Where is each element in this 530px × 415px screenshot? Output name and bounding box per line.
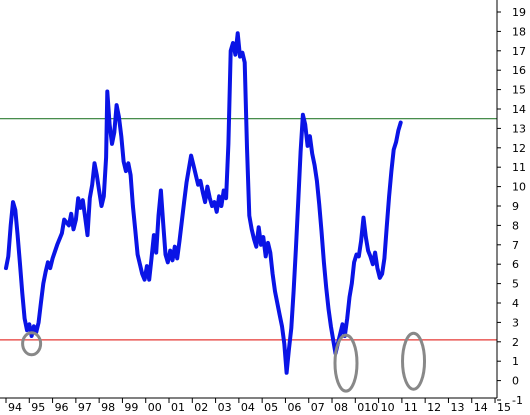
y-tick-label: 7 bbox=[512, 239, 519, 252]
x-tick-label: 02 bbox=[194, 401, 208, 414]
y-tick-label: -1 bbox=[512, 394, 523, 407]
x-tick-label: 04 bbox=[241, 401, 255, 414]
x-tick-label: 10 bbox=[381, 401, 395, 414]
y-tick-label: 5 bbox=[512, 278, 519, 291]
y-tick-label: 12 bbox=[512, 142, 526, 155]
y-tick-label: 3 bbox=[512, 316, 519, 329]
y-tick-label: 8 bbox=[512, 219, 519, 232]
x-tick-label: 14 bbox=[474, 401, 488, 414]
x-tick-label: 15 bbox=[497, 401, 511, 414]
y-tick-label: 16 bbox=[512, 64, 526, 77]
y-tick-label: 17 bbox=[512, 45, 526, 58]
y-tick-label: 11 bbox=[512, 161, 526, 174]
y-tick-label: 6 bbox=[512, 258, 519, 271]
y-tick-label: 13 bbox=[512, 122, 526, 135]
x-tick-label: 05 bbox=[264, 401, 278, 414]
x-tick-label: 98 bbox=[101, 401, 115, 414]
y-tick-label: 10 bbox=[512, 181, 526, 194]
x-tick-label: 06 bbox=[287, 401, 301, 414]
highlight-ellipse-1 bbox=[21, 331, 43, 357]
x-tick-label: 95 bbox=[31, 401, 45, 414]
x-tick-label: 010 bbox=[357, 401, 378, 414]
y-tick-label: 18 bbox=[512, 25, 526, 38]
x-tick-label: 01 bbox=[171, 401, 185, 414]
x-tick-label: 99 bbox=[124, 401, 138, 414]
x-tick-label: 96 bbox=[55, 401, 69, 414]
x-tick-label: 08 bbox=[334, 401, 348, 414]
x-tick-label: 94 bbox=[8, 401, 22, 414]
series-line-1 bbox=[4, 31, 403, 375]
y-tick-label: 4 bbox=[512, 297, 519, 310]
highlight-ellipse-2 bbox=[333, 333, 359, 393]
x-tick-label: 12 bbox=[427, 401, 441, 414]
x-tick-label: 00 bbox=[148, 401, 162, 414]
x-tick-label: 13 bbox=[450, 401, 464, 414]
y-tick-label: 2 bbox=[512, 336, 519, 349]
x-tick-label: 97 bbox=[78, 401, 92, 414]
highlight-ellipse-3 bbox=[401, 331, 427, 391]
y-tick-label: 0 bbox=[512, 375, 519, 388]
highlight-ellipses bbox=[21, 331, 427, 393]
y-tick-label: 15 bbox=[512, 84, 526, 97]
y-tick-label: 1 bbox=[512, 355, 519, 368]
series-layer bbox=[4, 31, 403, 375]
x-tick-label: 07 bbox=[311, 401, 325, 414]
y-tick-label: 14 bbox=[512, 103, 526, 116]
y-tick-label: 19 bbox=[512, 6, 526, 19]
reference-lines bbox=[0, 118, 497, 341]
x-tick-label: 03 bbox=[218, 401, 232, 414]
y-tick-label: 9 bbox=[512, 200, 519, 213]
x-tick-label: 11 bbox=[404, 401, 418, 414]
